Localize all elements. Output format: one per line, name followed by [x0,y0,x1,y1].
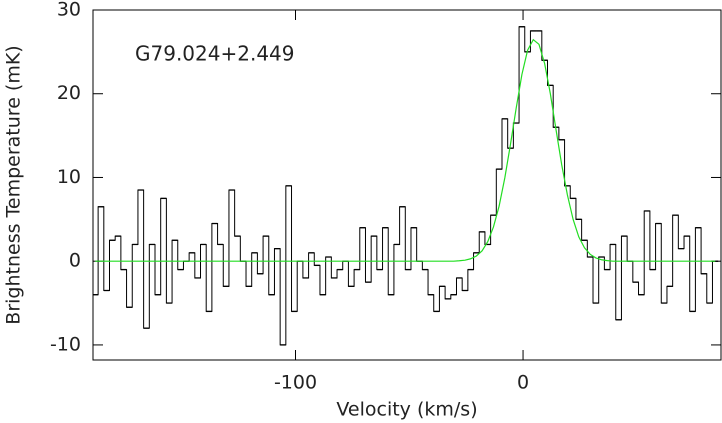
fit-line [95,38,716,262]
y-axis-label: Brightness Temperature (mK) [3,45,25,324]
y-tick-label: 0 [69,250,81,272]
x-tick-label: -100 [274,372,317,394]
plot-frame [92,9,722,361]
y-tick-label: 20 [57,82,81,104]
x-tick-label: 0 [517,372,529,394]
x-axis-label: Velocity (km/s) [336,399,477,421]
y-tick-label: -10 [50,333,81,355]
step-outline [93,26,719,346]
y-tick-label: 30 [57,0,81,21]
y-tick-label: 10 [57,166,81,188]
annotation: G79.024+2.449 [135,42,295,66]
plot-area [93,26,719,346]
